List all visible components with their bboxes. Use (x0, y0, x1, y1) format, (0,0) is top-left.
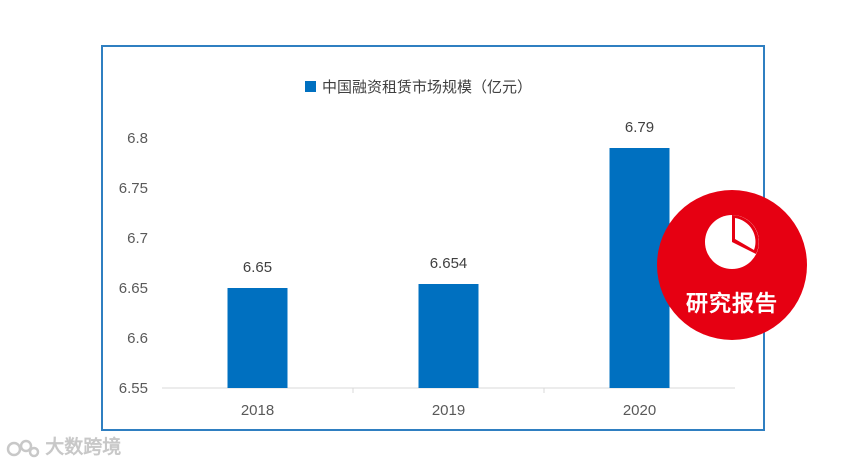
x-axis: 2018 2019 2020 (241, 388, 656, 419)
data-label: 6.79 (625, 119, 654, 136)
watermark-logo-icon (6, 439, 40, 458)
legend: 中国融资租赁市场规模（亿元） (305, 79, 532, 96)
y-tick-label: 6.75 (119, 180, 148, 197)
y-tick-label: 6.55 (119, 380, 148, 397)
bars (227, 148, 670, 388)
research-report-badge: 研究报告 (657, 190, 807, 340)
x-tick-label: 2018 (241, 402, 274, 419)
legend-label: 中国融资租赁市场规模（亿元） (322, 79, 532, 96)
y-tick-label: 6.8 (127, 130, 148, 147)
pie-chart-icon (705, 215, 759, 269)
badge-label: 研究报告 (685, 291, 778, 316)
x-tick-label: 2020 (623, 402, 656, 419)
data-label: 6.654 (430, 255, 468, 272)
y-tick-label: 6.7 (127, 230, 148, 247)
legend-swatch (305, 81, 316, 92)
data-label: 6.65 (243, 259, 272, 276)
watermark: 大数跨境 (6, 432, 121, 459)
y-tick-label: 6.6 (127, 330, 148, 347)
bar-2019 (418, 284, 479, 388)
y-axis: 6.8 6.75 6.7 6.65 6.6 6.55 (119, 130, 148, 397)
watermark-text: 大数跨境 (45, 437, 122, 458)
y-tick-label: 6.65 (119, 280, 148, 297)
bar-2018 (227, 288, 288, 388)
x-tick-label: 2019 (432, 402, 465, 419)
data-labels: 6.65 6.654 6.79 (243, 119, 654, 276)
